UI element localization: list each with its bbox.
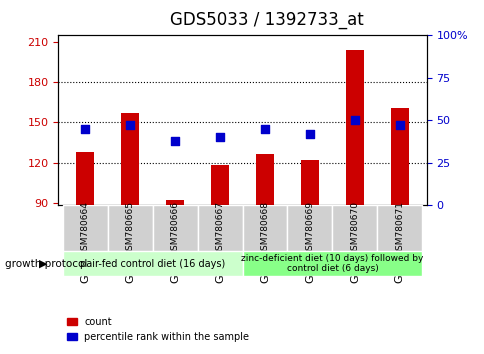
- Bar: [121, 113, 139, 205]
- Bar: [345, 50, 363, 205]
- Bar: [390, 108, 408, 205]
- Text: ▶: ▶: [39, 259, 47, 269]
- Text: GSM780664: GSM780664: [80, 201, 90, 256]
- FancyBboxPatch shape: [377, 205, 422, 251]
- Text: growth protocol: growth protocol: [5, 259, 87, 269]
- FancyBboxPatch shape: [242, 251, 422, 276]
- Bar: [76, 152, 94, 205]
- Point: [171, 138, 179, 144]
- Text: GSM780671: GSM780671: [394, 201, 404, 256]
- FancyBboxPatch shape: [242, 205, 287, 251]
- Bar: [166, 200, 184, 205]
- Bar: [300, 160, 318, 205]
- Text: zinc-deficient diet (10 days) followed by
control diet (6 days): zinc-deficient diet (10 days) followed b…: [241, 254, 423, 273]
- Point: [350, 118, 358, 123]
- Text: GSM780666: GSM780666: [170, 201, 179, 256]
- Text: GSM780669: GSM780669: [305, 201, 314, 256]
- Text: pair-fed control diet (16 days): pair-fed control diet (16 days): [80, 259, 225, 269]
- Bar: [211, 165, 228, 205]
- Text: GSM780670: GSM780670: [349, 201, 359, 256]
- Legend: count, percentile rank within the sample: count, percentile rank within the sample: [63, 313, 253, 346]
- FancyBboxPatch shape: [152, 205, 197, 251]
- Point: [305, 131, 313, 137]
- Bar: [256, 154, 273, 205]
- Text: GSM780668: GSM780668: [260, 201, 269, 256]
- Point: [126, 122, 134, 128]
- Point: [260, 126, 268, 132]
- Point: [81, 126, 89, 132]
- FancyBboxPatch shape: [287, 205, 332, 251]
- FancyBboxPatch shape: [332, 205, 377, 251]
- FancyBboxPatch shape: [197, 205, 242, 251]
- Point: [216, 135, 224, 140]
- Text: GDS5033 / 1392733_at: GDS5033 / 1392733_at: [169, 11, 363, 29]
- FancyBboxPatch shape: [107, 205, 152, 251]
- FancyBboxPatch shape: [62, 251, 242, 276]
- Text: GSM780667: GSM780667: [215, 201, 224, 256]
- Text: GSM780665: GSM780665: [125, 201, 135, 256]
- FancyBboxPatch shape: [62, 205, 107, 251]
- Point: [395, 122, 403, 128]
